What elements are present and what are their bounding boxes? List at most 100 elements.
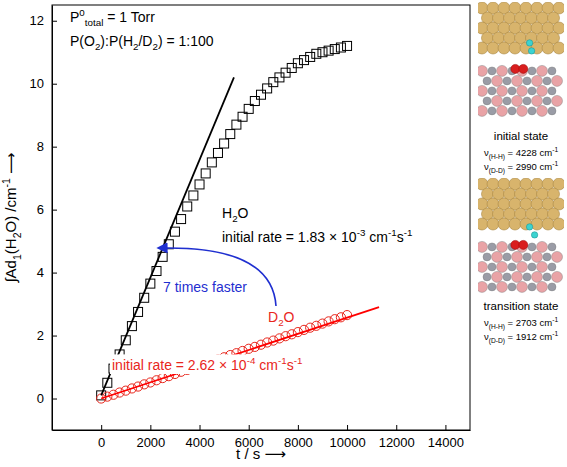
text-part: cm [365, 229, 388, 245]
text-part: -1 [552, 330, 558, 337]
oxide-atom [517, 105, 528, 116]
text-part: total [85, 17, 104, 28]
oxide-atom [478, 241, 488, 252]
tick: 10000 [329, 425, 365, 450]
tick: 4000 [186, 425, 215, 450]
oxide-atom [497, 105, 508, 116]
data-point [183, 202, 192, 211]
oxide-atom [537, 241, 548, 252]
oxide-atom [532, 271, 543, 282]
tick-mark [150, 425, 151, 430]
annotation: initial rate = 2.62 × 10-4 cm-1s-1 [110, 354, 304, 374]
oxide-atom [497, 85, 508, 96]
structure-panel: initial stateν(H-H) = 4228 cm-1ν(D-D) = … [476, 2, 565, 175]
oxide-atom [543, 273, 551, 281]
oxide-atom [512, 251, 523, 262]
oxide-atom [528, 107, 536, 115]
metal-atom [509, 218, 521, 230]
annotation-text: P(O2):P(H2/D2) = 1:100 [70, 33, 214, 52]
tick-label: 2 [37, 328, 44, 343]
oxide-atom [552, 271, 563, 282]
oxide-atom [508, 87, 516, 95]
metal-atom [520, 218, 532, 230]
metal-atom [498, 42, 510, 54]
text-part: (H [2, 238, 19, 254]
text-part: -1 [552, 146, 558, 153]
oxide-atom [537, 281, 548, 292]
oxide-atom [478, 65, 488, 76]
oxide-atom [543, 253, 551, 261]
text-part: -1 [278, 355, 287, 366]
oxygen-atom [519, 64, 528, 73]
oxide-atom [548, 243, 556, 251]
hydrogen-atom [528, 48, 534, 54]
oxide-atom [488, 283, 496, 291]
tick-mark [347, 425, 348, 430]
oxide-atom [532, 95, 543, 106]
tick-mark [298, 425, 299, 430]
oxide-atom [497, 261, 508, 272]
text-part: s [397, 229, 404, 245]
tick-mark [396, 425, 397, 430]
oxide-atom [532, 251, 543, 262]
text-part: ∫Ad [2, 260, 20, 283]
tick-mark [200, 425, 201, 430]
oxide-atom [503, 273, 511, 281]
tick-label: 14000 [428, 435, 464, 450]
text-part: cm [255, 357, 278, 373]
oxide-atom [488, 263, 496, 271]
metal-atom [498, 218, 510, 230]
text-part: s [287, 357, 294, 373]
tick-label: 8 [37, 139, 44, 154]
tick-mark [52, 21, 57, 22]
tick-label: 10000 [329, 435, 365, 450]
fit-line [101, 77, 234, 395]
structure-panel: transition stateν(H-H) = 2703 cm-1ν(D-D)… [476, 178, 565, 345]
annotation: D2O [268, 309, 295, 328]
oxygen-atom [511, 64, 520, 73]
oxide-atom [488, 107, 496, 115]
oxide-atom [483, 97, 491, 105]
plot-area [97, 41, 379, 403]
oxide-atom [503, 77, 511, 85]
oxide-atom [488, 243, 496, 251]
text-part: O) /cm [2, 188, 19, 233]
oxide-atom [528, 87, 536, 95]
oxide-atom [523, 273, 531, 281]
oxide-atom [548, 67, 556, 75]
oxide-atom [523, 253, 531, 261]
hydrogen-atom [526, 40, 532, 46]
hydrogen-atom [531, 232, 537, 238]
oxide-atom [478, 85, 488, 96]
oxide-atom [488, 67, 496, 75]
tick: 10 [30, 76, 57, 91]
tick: 8000 [284, 425, 313, 450]
metal-atom [542, 218, 554, 230]
tick-mark [52, 147, 57, 148]
data-point [195, 180, 204, 189]
oxide-atom [478, 105, 488, 116]
oxide-atom [517, 281, 528, 292]
oxide-atom [528, 283, 536, 291]
oxide-atom [492, 271, 503, 282]
text-part: = 4228 cm [505, 147, 552, 158]
text-part: -1 [0, 178, 12, 187]
chart: 0200040006000800010000120001400002468101… [0, 0, 567, 467]
data-point [293, 59, 302, 68]
oxide-atom [492, 75, 503, 86]
text-part: ) = 1:100 [158, 33, 214, 49]
tick-label: 4000 [186, 435, 215, 450]
oxide-atom [543, 97, 551, 105]
text-part: -1 [552, 160, 558, 167]
tick: 14000 [428, 425, 464, 450]
tick-label: 6 [37, 202, 44, 217]
text-part: (H-H) [489, 153, 505, 161]
annotation-text: H2O [222, 205, 249, 224]
arrow [162, 248, 276, 306]
oxide-atom [503, 97, 511, 105]
plot-frame [52, 5, 470, 430]
oxide-atom [552, 95, 563, 106]
tick: 4 [37, 265, 57, 280]
oxide-atom [508, 263, 516, 271]
data-point [306, 52, 315, 61]
